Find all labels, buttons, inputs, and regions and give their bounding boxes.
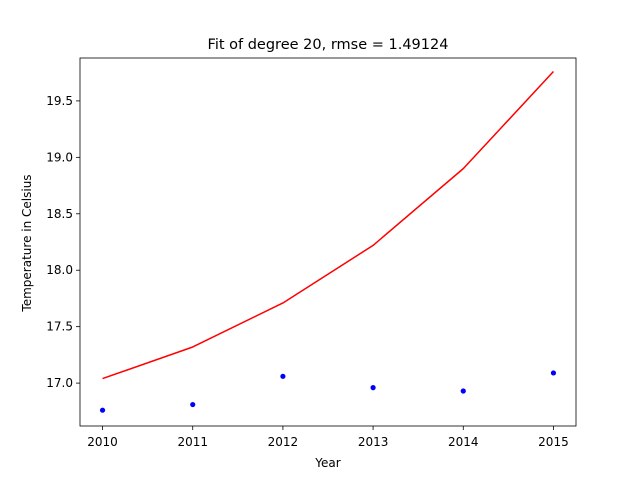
x-axis-label: Year: [314, 456, 340, 470]
data-point: [460, 388, 466, 394]
data-point: [550, 370, 557, 376]
data-point: [99, 407, 106, 413]
x-tick-label: 2010: [87, 435, 118, 449]
data-point: [280, 373, 286, 379]
x-tick-label: 2011: [177, 435, 208, 449]
y-tick-label: 18.0: [46, 263, 73, 277]
plot-frame: [79, 57, 577, 427]
y-axis-label: Temperature in Celsius: [20, 174, 34, 312]
x-tick-label: 2012: [268, 435, 299, 449]
plot-area: [79, 57, 577, 427]
data-point: [370, 385, 376, 391]
x-tick-label: 2015: [538, 435, 569, 449]
y-axis: 17.0 17.5 18.0 18.5 19.0 19.5: [46, 94, 80, 390]
y-tick-label: 19.5: [46, 94, 73, 108]
y-tick-label: 18.5: [46, 207, 73, 221]
x-tick-label: 2013: [358, 435, 389, 449]
x-axis: 2010 2011 2012 2013 2014 2015: [87, 426, 569, 449]
data-point: [190, 401, 196, 408]
y-tick-label: 17.5: [46, 320, 73, 334]
y-tick-label: 19.0: [46, 150, 73, 164]
x-tick-label: 2014: [448, 435, 479, 449]
fit-line: [102, 71, 554, 380]
chart-title: Fit of degree 20, rmse = 1.49124: [208, 37, 449, 53]
y-tick-label: 17.0: [46, 376, 73, 390]
